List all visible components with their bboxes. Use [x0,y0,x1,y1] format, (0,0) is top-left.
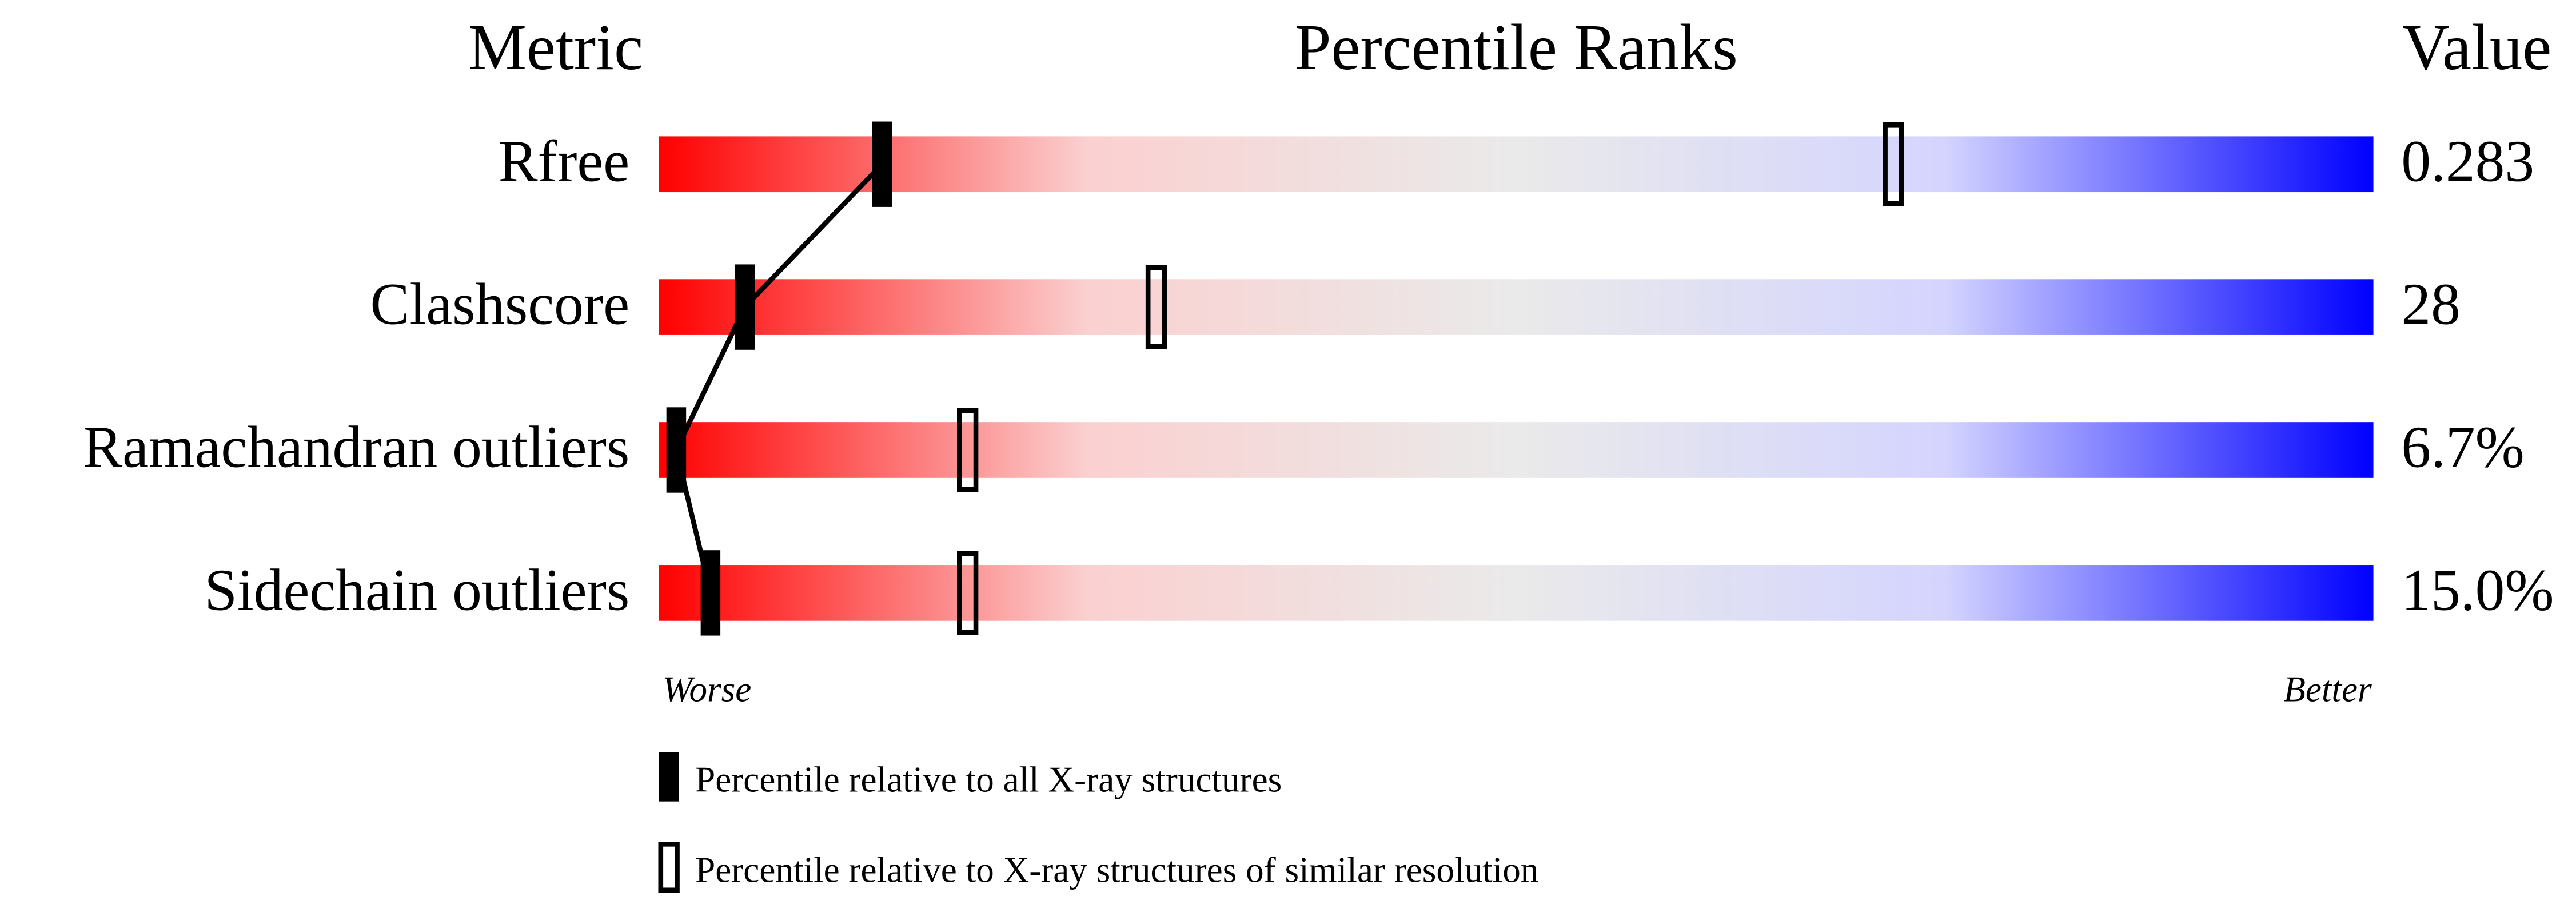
percentile-marker [872,121,892,207]
metric-label: Sidechain outliers [205,557,630,623]
percentile-marker [666,407,687,493]
value-header: Value [2402,11,2552,83]
metric-label: Rfree [499,129,630,194]
legend-marker [658,842,680,893]
percentile-bar [659,279,2374,335]
percentile-marker-open [957,408,979,492]
percentile-marker-open [957,551,979,635]
connector-line [673,162,884,594]
percentile-marker-open [1883,122,1904,206]
percentile-bar [659,565,2374,621]
metric-value: 15.0% [2401,557,2554,623]
percentile-marker [735,264,755,350]
metric-value: 0.283 [2401,129,2534,194]
worse-label: Worse [663,670,752,710]
metric-header: Metric [468,11,643,83]
metric-label: Ramachandran outliers [83,415,629,480]
percentile-marker-open [1145,265,1167,349]
legend-marker [659,752,679,802]
better-label: Better [2283,670,2372,710]
ranks-header: Percentile Ranks [1295,11,1738,83]
percentile-bar [659,422,2374,478]
metric-value: 6.7% [2401,415,2524,480]
percentile-bar [659,136,2374,193]
percentile-marker [700,550,721,636]
legend-label: Percentile relative to all X-ray structu… [695,760,1282,800]
metric-label: Clashscore [370,272,630,337]
legend-label: Percentile relative to X-ray structures … [695,850,1538,890]
metric-value: 28 [2401,272,2460,337]
